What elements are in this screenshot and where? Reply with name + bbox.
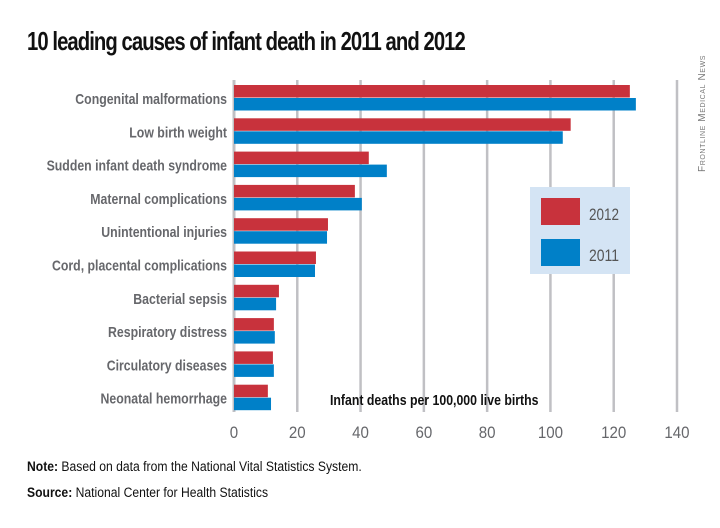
x-tick-label: 100 [538, 423, 563, 442]
x-tick-label: 60 [415, 423, 432, 442]
chart-title: 10 leading causes of infant death in 201… [27, 26, 466, 56]
bar-2012 [234, 284, 279, 298]
legend-swatch-2011 [541, 239, 580, 266]
x-axis-title: Infant deaths per 100,000 live births [330, 392, 539, 409]
category-label: Sudden infant death syndrome [47, 158, 227, 175]
bar-2011 [234, 331, 275, 344]
bar-2012 [234, 184, 355, 198]
bar-2012 [234, 151, 369, 165]
bar-2011 [234, 164, 387, 178]
bar-2011 [234, 98, 636, 111]
bar-2011 [234, 364, 274, 377]
note-label: Note: [27, 459, 59, 474]
bar-2012 [234, 318, 274, 331]
bar-2012 [234, 85, 630, 98]
category-label: Unintentional injuries [101, 224, 227, 241]
bar-2012 [234, 351, 273, 364]
category-label: Circulatory diseases [107, 357, 227, 374]
bar-2011 [234, 197, 362, 211]
note: Note: Based on data from the National Vi… [27, 459, 362, 474]
legend: 2012 2011 [530, 187, 630, 274]
bar-2012 [234, 384, 268, 398]
x-tick-label: 120 [601, 423, 626, 442]
x-tick-label: 0 [230, 423, 238, 442]
note-text: Based on data from the National Vital St… [58, 459, 362, 474]
category-label: Congenital malformations [75, 91, 227, 108]
bars [234, 85, 636, 411]
x-tick-label: 20 [289, 423, 306, 442]
category-label: Respiratory distress [108, 324, 227, 341]
source-text: National Center for Health Statistics [72, 485, 269, 500]
source-label: Source: [27, 485, 73, 500]
x-tick-label: 40 [352, 423, 369, 442]
category-label: Cord, placental complications [52, 258, 227, 275]
category-label: Maternal complications [90, 191, 227, 208]
bar-2011 [234, 131, 563, 144]
x-tick-label: 140 [664, 423, 689, 442]
category-label: Neonatal hemorrhage [101, 391, 228, 408]
bar-2012 [234, 118, 571, 131]
bar-2011 [234, 297, 277, 311]
legend-label-2012: 2012 [589, 205, 619, 224]
bar-2012 [234, 218, 328, 231]
bar-2011 [234, 397, 272, 411]
category-label: Low birth weight [129, 124, 227, 141]
source: Source: National Center for Health Stati… [27, 485, 268, 500]
bar-2011 [234, 264, 316, 277]
category-label: Bacterial sepsis [133, 291, 227, 308]
x-tick-labels: 0 20 40 60 80 100 120 140 [230, 423, 690, 442]
x-tick-label: 80 [479, 423, 496, 442]
category-labels: Congenital malformations Low birth weight… [47, 91, 227, 408]
bar-2012 [234, 251, 316, 264]
legend-label-2011: 2011 [589, 246, 619, 265]
legend-swatch-2012 [541, 198, 580, 225]
bar-2011 [234, 231, 328, 244]
